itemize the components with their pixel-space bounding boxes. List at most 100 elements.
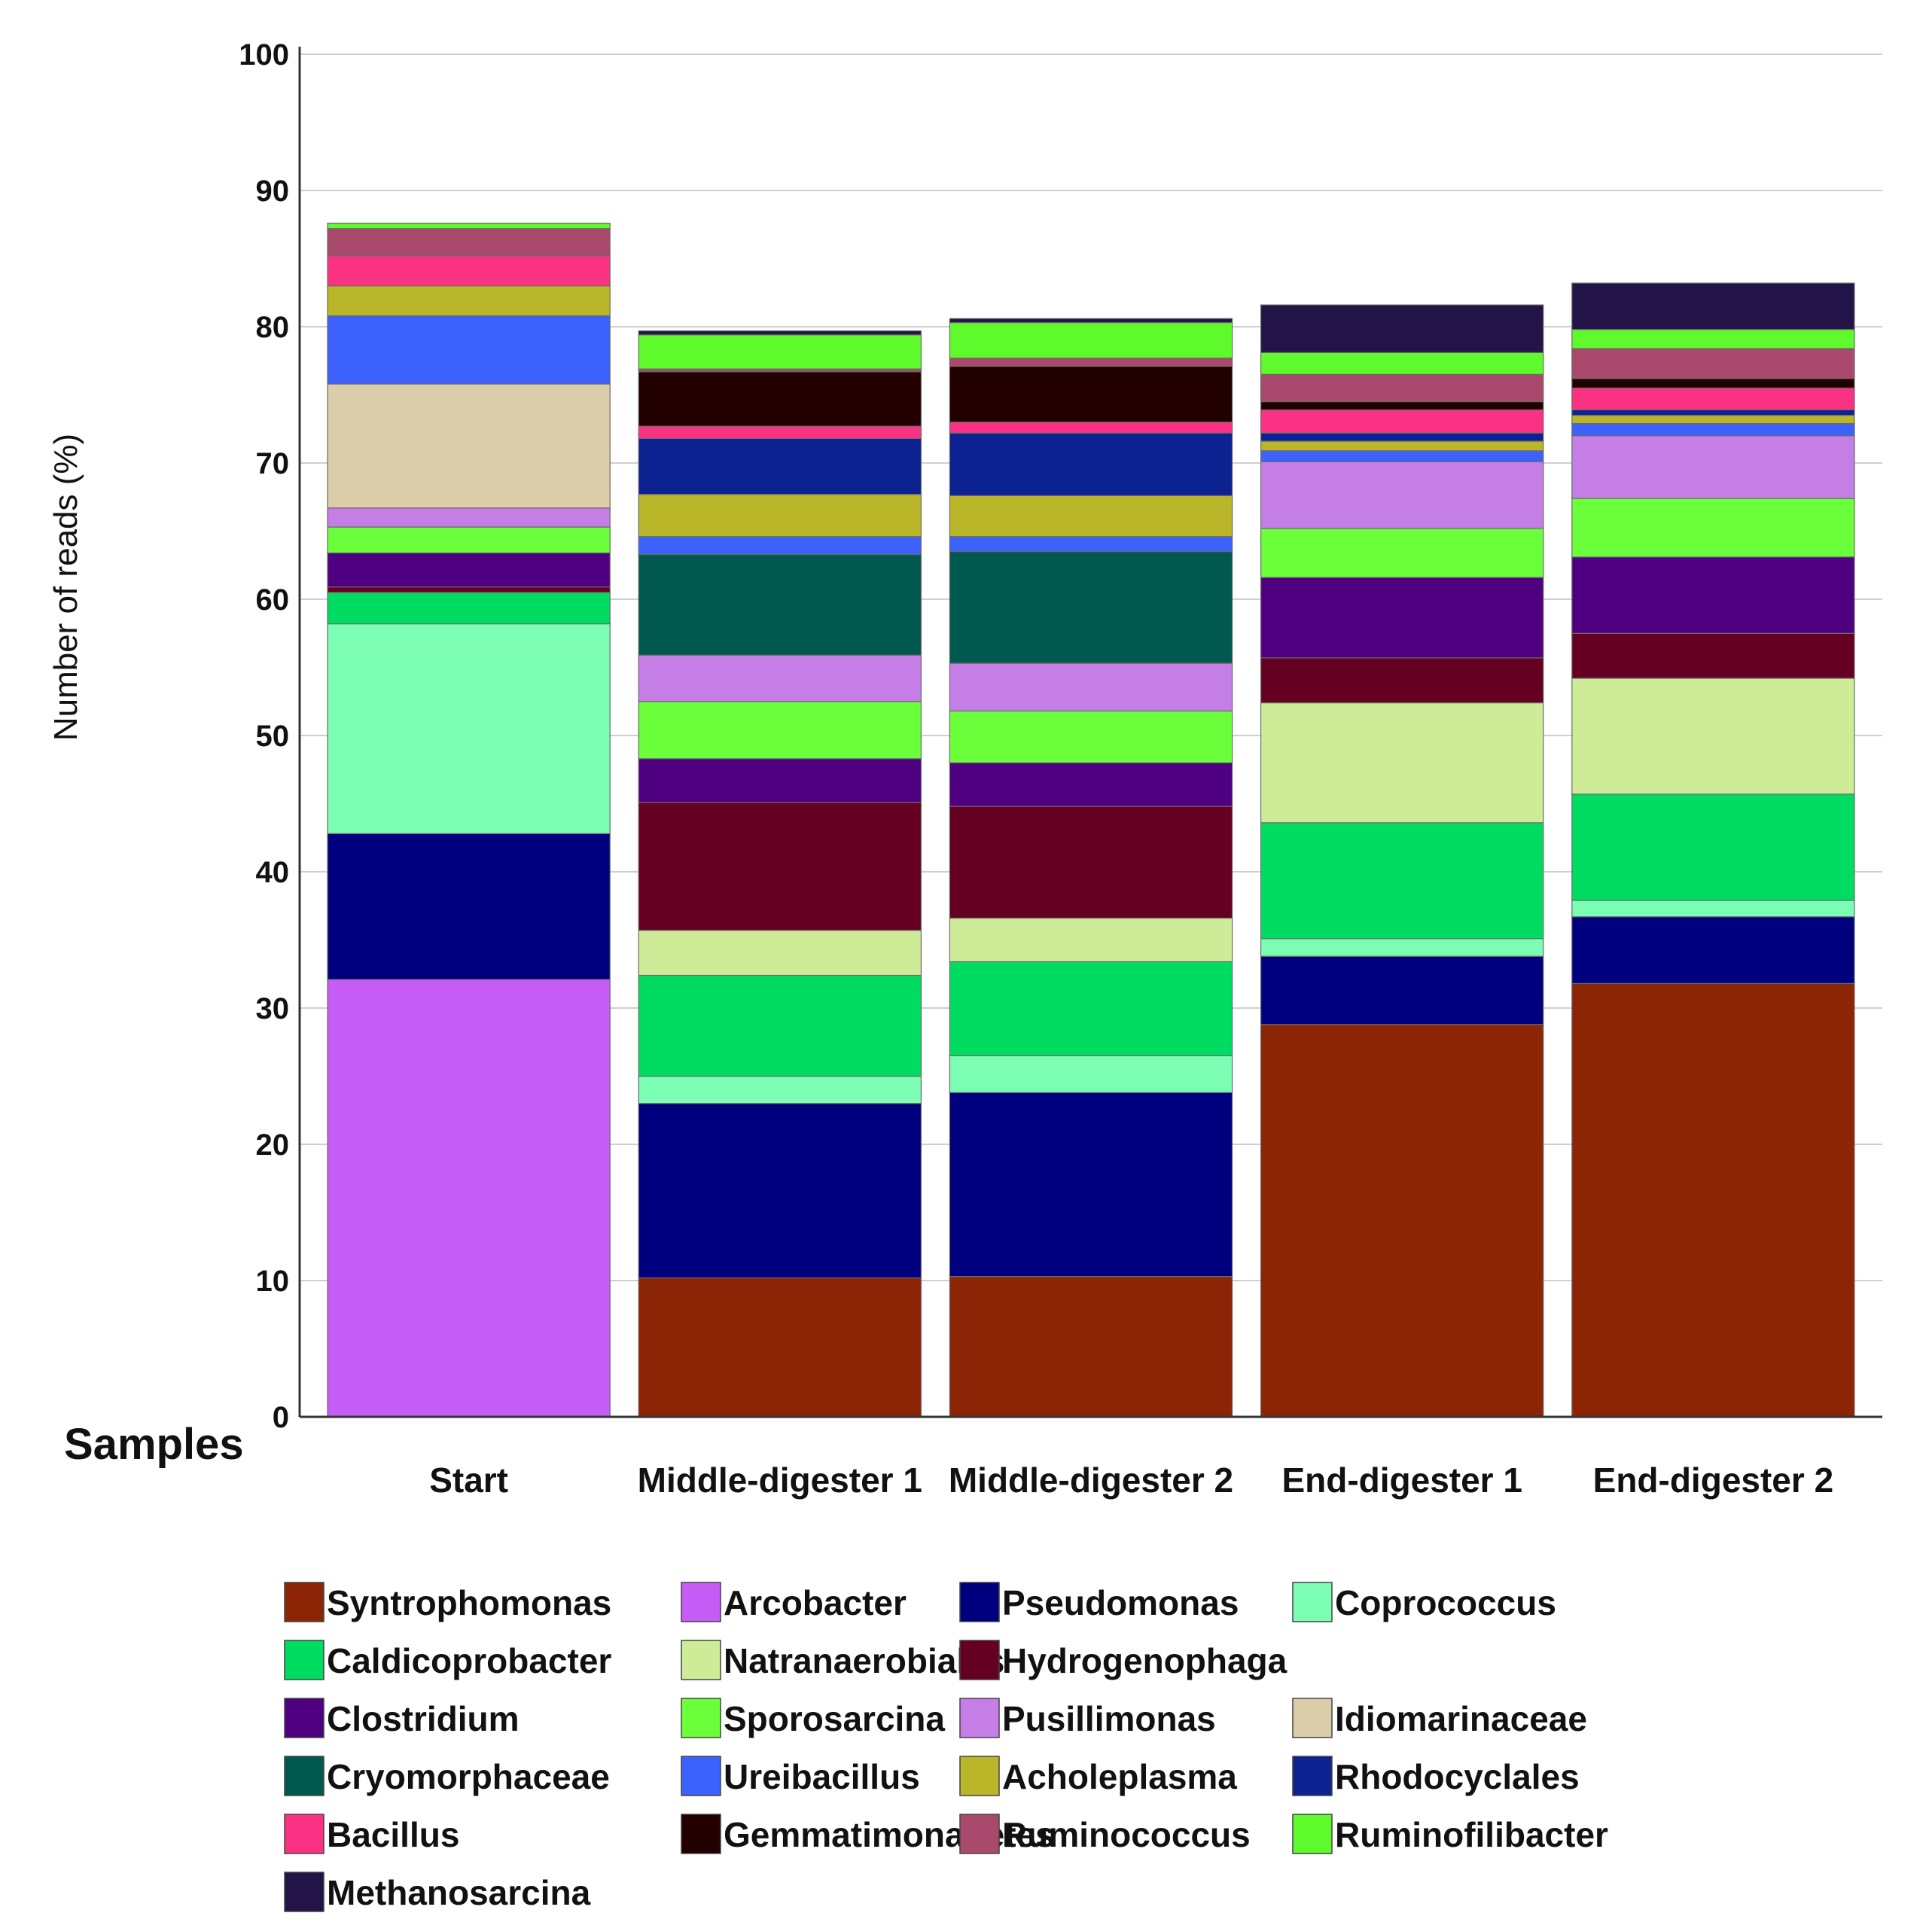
legend-item-idiomarinaceae: Idiomarinaceae: [1292, 1698, 1587, 1738]
legend-label: Pusillimonas: [1002, 1699, 1216, 1738]
legend-label: Ruminofilibacter: [1335, 1815, 1608, 1854]
bar-segment-bacillus: [949, 422, 1233, 434]
bar-segment-bacillus: [638, 425, 922, 440]
x-tick-labels: Start Middle-digester 1 Middle-digester 2 E…: [429, 1461, 1833, 1500]
bar-segment-hydrogenophaga: [1571, 632, 1855, 679]
legend-label: Rhodocyclales: [1335, 1757, 1580, 1796]
legend-label: Idiomarinaceae: [1335, 1699, 1587, 1738]
bar-segment-rhodocyclales: [1571, 409, 1855, 416]
bar-segment-ruminofilibacter: [638, 334, 922, 370]
bar-segment-pusillimonas: [1571, 435, 1855, 499]
legend-swatch: [284, 1640, 325, 1680]
bar-stack-start: [327, 222, 611, 1418]
bar-segment-ruminococcus: [1571, 348, 1855, 379]
bar-segment-ruminofilibacter: [1571, 329, 1855, 349]
legend-swatch: [681, 1582, 721, 1622]
bar-segment-coprococcus: [949, 1055, 1233, 1093]
bar-stack-middle-digester-1: [638, 330, 922, 1418]
bar-segment-coprococcus: [1571, 900, 1855, 918]
legend-item-cryomorphaceae: Cryomorphaceae: [284, 1756, 610, 1796]
bar-segment-methanosarcina: [1260, 304, 1544, 353]
bar-segment-pusillimonas: [327, 507, 611, 528]
bar-segment-sporosarcina: [327, 526, 611, 554]
bar-segment-acholeplasma: [327, 285, 611, 317]
bar-segment-acholeplasma: [949, 495, 1233, 538]
legend-swatch: [959, 1814, 1000, 1854]
legend-swatch: [681, 1698, 721, 1738]
bar-segment-hydrogenophaga: [327, 586, 611, 593]
bar-segment-ureibacillus: [1260, 450, 1544, 462]
y-tick-label: 20: [256, 1129, 290, 1162]
bar-segment-sporosarcina: [1260, 528, 1544, 578]
bar-segment-coprococcus: [1260, 938, 1544, 957]
bar-segment-methanosarcina: [638, 330, 922, 336]
legend-swatch: [284, 1872, 325, 1912]
legend-item-syntrophomonas: Syntrophomonas: [284, 1582, 611, 1622]
bar-segment-natranaerobiales: [1571, 678, 1855, 795]
bar-segment-methanosarcina: [949, 318, 1233, 324]
bar-segment-natranaerobiales: [949, 917, 1233, 963]
legend-item-coprococcus: Coprococcus: [1292, 1582, 1556, 1622]
x-tick-label: Start: [429, 1461, 508, 1500]
legend-label: Ureibacillus: [724, 1757, 920, 1796]
y-tick-label: 60: [256, 583, 290, 617]
legend-label: Sporosarcina: [724, 1699, 945, 1738]
bar-segment-sporosarcina: [949, 710, 1233, 763]
legend-item-pusillimonas: Pusillimonas: [959, 1698, 1216, 1738]
legend-swatch: [284, 1582, 325, 1622]
legend-swatch: [681, 1640, 721, 1680]
bar-segment-ruminofilibacter: [1260, 352, 1544, 375]
bar-segment-gemmatimonadetes: [638, 371, 922, 427]
bar-stack-middle-digester-2: [949, 318, 1233, 1418]
bar-segment-coprococcus: [638, 1075, 922, 1104]
bar-segment-ruminofilibacter: [327, 222, 611, 230]
legend-swatch: [959, 1640, 1000, 1680]
bar-segment-rhodocyclales: [638, 437, 922, 495]
bar-segment-caldicoprobacter: [949, 961, 1233, 1056]
legend-item-sporosarcina: Sporosarcina: [681, 1698, 945, 1738]
bar-segment-ruminococcus: [949, 358, 1233, 367]
legend-swatch: [681, 1814, 721, 1854]
legend-label: Hydrogenophaga: [1002, 1641, 1287, 1680]
bar-segment-pseudomonas: [1260, 955, 1544, 1025]
legend-item-ureibacillus: Ureibacillus: [681, 1756, 920, 1796]
y-tick-label: 90: [256, 175, 290, 208]
legend-swatch: [959, 1756, 1000, 1796]
bar-segment-clostridium: [949, 762, 1233, 807]
y-tick-label: 80: [256, 311, 290, 344]
x-tick-label: End-digester 2: [1593, 1461, 1834, 1500]
bar-segment-sporosarcina: [1571, 498, 1855, 558]
bar-segment-rhodocyclales: [949, 432, 1233, 497]
legend: Syntrophomonas Arcobacter Pseudomonas Copro…: [284, 1582, 1608, 1912]
bar-segment-clostridium: [638, 758, 922, 803]
legend-swatch: [284, 1756, 325, 1796]
legend-item-ruminococcus: Ruminococcus: [959, 1814, 1251, 1854]
legend-item-hydrogenophaga: Hydrogenophaga: [959, 1640, 1287, 1680]
legend-item-methanosarcina: Methanosarcina: [284, 1872, 591, 1912]
y-tick-label: 40: [256, 856, 290, 889]
legend-label: Clostridium: [327, 1699, 520, 1738]
bar-segment-syntrophomonas: [949, 1275, 1233, 1418]
y-tick-labels: 0 10 20 30 40 50 60 70 80 90 100: [239, 38, 289, 1434]
bar-segment-pseudomonas: [1571, 916, 1855, 985]
legend-label: Syntrophomonas: [327, 1583, 611, 1622]
bar-segment-pusillimonas: [949, 662, 1233, 712]
bar-segment-ruminofilibacter: [949, 321, 1233, 359]
bar-segment-arcobacter: [327, 979, 611, 1418]
bar-segment-gemmatimonadetes: [949, 365, 1233, 423]
bar-segment-caldicoprobacter: [638, 974, 922, 1077]
bar-segment-gemmatimonadetes: [1260, 401, 1544, 411]
y-axis-label: Number of reads (%): [47, 434, 84, 741]
legend-swatch: [1292, 1814, 1333, 1854]
bar-segment-cryomorphaceae: [638, 553, 922, 656]
bar-segment-sporosarcina: [638, 701, 922, 760]
x-tick-label: Middle-digester 1: [638, 1461, 922, 1500]
legend-item-bacillus: Bacillus: [284, 1814, 459, 1854]
bar-segment-hydrogenophaga: [638, 802, 922, 931]
bar-segment-pusillimonas: [1260, 461, 1544, 529]
bar-segment-ruminococcus: [1260, 373, 1544, 403]
legend-label: Natranaerobiales: [724, 1641, 1004, 1680]
bar-segment-hydrogenophaga: [1260, 657, 1544, 704]
bar-segment-bacillus: [327, 255, 611, 287]
legend-label: Arcobacter: [724, 1583, 907, 1622]
